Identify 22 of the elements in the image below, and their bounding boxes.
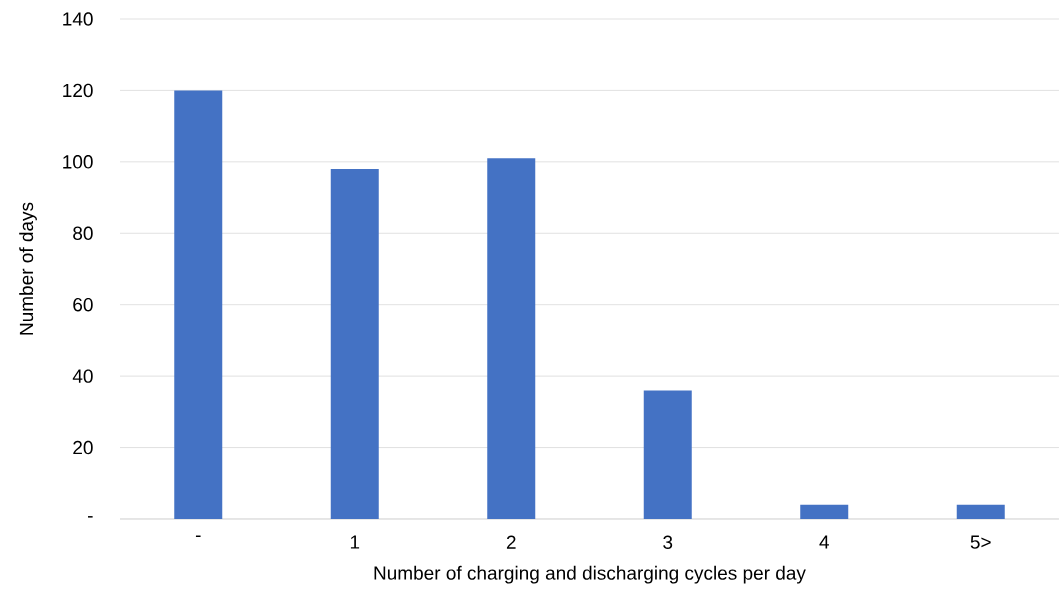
bar — [487, 158, 536, 519]
x-axis-title: Number of charging and discharging cycles per day — [374, 565, 806, 584]
x-tick-label: - — [195, 535, 201, 538]
bar — [643, 390, 692, 519]
y-tick-label: 40 — [72, 369, 93, 383]
x-tick-label: 1 — [350, 535, 360, 549]
x-tick-label: 3 — [663, 535, 673, 549]
x-tick-label: 2 — [506, 535, 516, 549]
bar — [956, 504, 1005, 519]
y-tick-label: 80 — [73, 226, 93, 240]
y-tick-label: 20 — [73, 440, 93, 455]
y-tick-label: 60 — [73, 297, 93, 312]
y-tick-label: 140 — [63, 12, 93, 26]
bar — [800, 504, 849, 519]
y-axis-title: Number of days — [19, 202, 37, 335]
bar — [330, 168, 379, 519]
x-tick-label: 4 — [819, 535, 829, 549]
x-tick-label: 5> — [970, 535, 991, 549]
y-tick-label: 120 — [63, 83, 93, 98]
y-tick-label: - — [88, 516, 93, 518]
y-tick-label: 100 — [63, 155, 93, 169]
bar — [174, 90, 223, 519]
